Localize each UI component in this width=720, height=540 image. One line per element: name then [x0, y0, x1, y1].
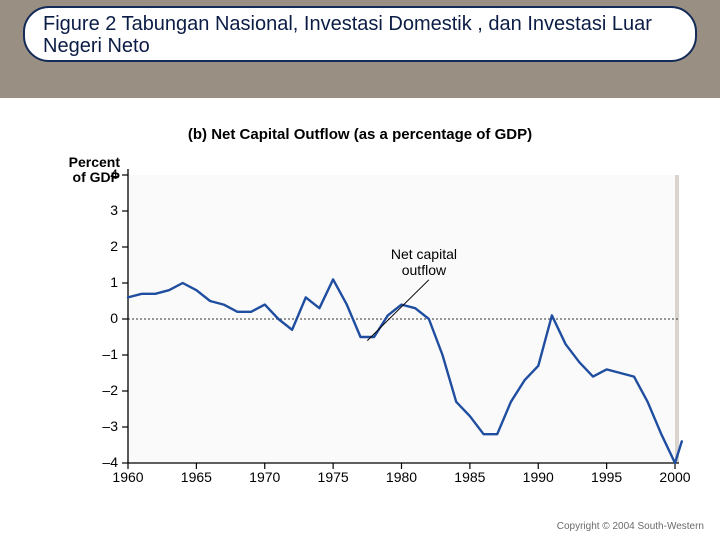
x-tick-label: 1970 [249, 469, 280, 485]
y-tick-label: 4 [110, 166, 118, 182]
x-tick-label: 1990 [523, 469, 554, 485]
slide: Figure 2 Tabungan Nasional, Investasi Do… [0, 0, 720, 540]
y-tick-label: –1 [102, 346, 118, 362]
chart: Percent of GDP 43210–1–2–3–4 19601965197… [40, 155, 690, 495]
series-label-line1: Net capital [391, 246, 457, 262]
y-tick-label: 1 [110, 274, 118, 290]
x-tick-label: 1965 [181, 469, 212, 485]
figure-title: Figure 2 Tabungan Nasional, Investasi Do… [43, 13, 652, 57]
copyright: Copyright © 2004 South-Western [557, 521, 704, 532]
x-tick-label: 1985 [454, 469, 485, 485]
series-label: Net capitaloutflow [391, 246, 457, 278]
y-tick-label: 3 [110, 202, 118, 218]
y-tick-label: –2 [102, 382, 118, 398]
x-tick-label: 1995 [591, 469, 622, 485]
x-tick-label: 1980 [386, 469, 417, 485]
y-tick-label: –4 [102, 454, 118, 470]
x-tick-label: 2000 [659, 469, 690, 485]
title-box: Figure 2 Tabungan Nasional, Investasi Do… [23, 6, 697, 62]
y-tick-label: 0 [110, 310, 118, 326]
x-tick-label: 1960 [112, 469, 143, 485]
chart-svg [40, 155, 690, 495]
y-tick-label: 2 [110, 238, 118, 254]
chart-subtitle: (b) Net Capital Outflow (as a percentage… [0, 126, 720, 143]
y-tick-label: –3 [102, 418, 118, 434]
series-label-line2: outflow [402, 262, 446, 278]
x-tick-label: 1975 [318, 469, 349, 485]
